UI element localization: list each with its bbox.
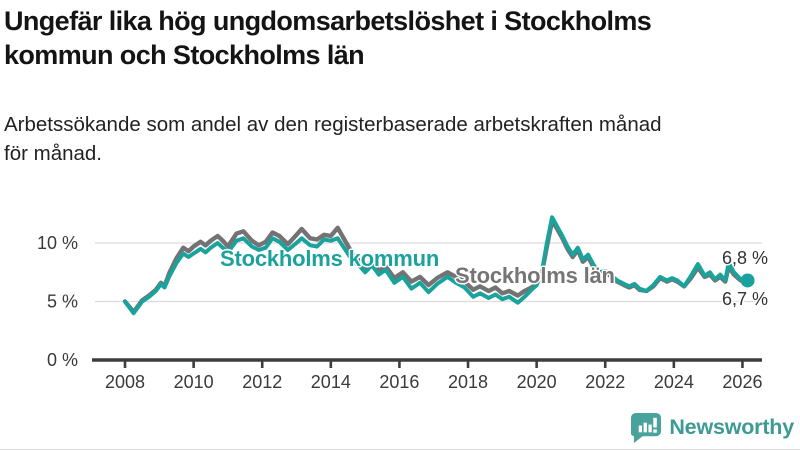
newsworthy-logo-icon [631, 412, 662, 443]
x-axis-tick-label: 2016 [379, 372, 419, 392]
end-value-label-lan: 6,7 % [722, 289, 769, 309]
newsworthy-brand-text[interactable]: Newsworthy [669, 415, 794, 439]
y-axis-tick-label: 5 % [47, 292, 78, 312]
exclamation-dot [653, 429, 658, 433]
page-title: Ungefär lika hög ungdomsarbetslöshet i S… [4, 4, 796, 72]
series-end-dot [740, 273, 755, 288]
x-axis-tick-label: 2010 [174, 372, 214, 392]
x-axis-tick-label: 2020 [517, 372, 557, 392]
y-axis-tick-label: 0 % [47, 350, 78, 370]
x-axis-tick-label: 2026 [722, 372, 762, 392]
bar-large [648, 424, 653, 433]
chart-subtitle-line2: för månad. [4, 142, 102, 165]
x-axis-tick-label: 2012 [242, 372, 282, 392]
series-label-stockholms-lan: Stockholms län [455, 263, 615, 288]
page-title-line1: Ungefär lika hög ungdomsarbetslöshet i S… [4, 6, 652, 36]
bar-medium [643, 422, 648, 433]
x-axis-tick-label: 2022 [585, 372, 625, 392]
chart-subtitle: Arbetssökande som andel av den registerb… [4, 110, 796, 168]
newsworthy-brand[interactable]: Newsworthy [631, 411, 794, 444]
x-axis-tick-label: 2018 [448, 372, 488, 392]
bar-small [639, 425, 643, 433]
chart-subtitle-line1: Arbetssökande som andel av den registerb… [4, 113, 662, 136]
end-value-label-kommun: 6,8 % [722, 248, 769, 268]
x-axis-tick-label: 2008 [105, 372, 145, 392]
series-line-kommun [123, 215, 750, 316]
page-title-line2: kommun och Stockholms län [4, 40, 365, 70]
series-label-stockholms-kommun: Stockholms kommun [220, 246, 440, 271]
x-axis-tick-label: 2024 [654, 372, 694, 392]
y-axis-tick-label: 10 % [37, 233, 78, 253]
x-axis-tick-label: 2014 [311, 372, 351, 392]
exclamation-bar [653, 417, 658, 428]
